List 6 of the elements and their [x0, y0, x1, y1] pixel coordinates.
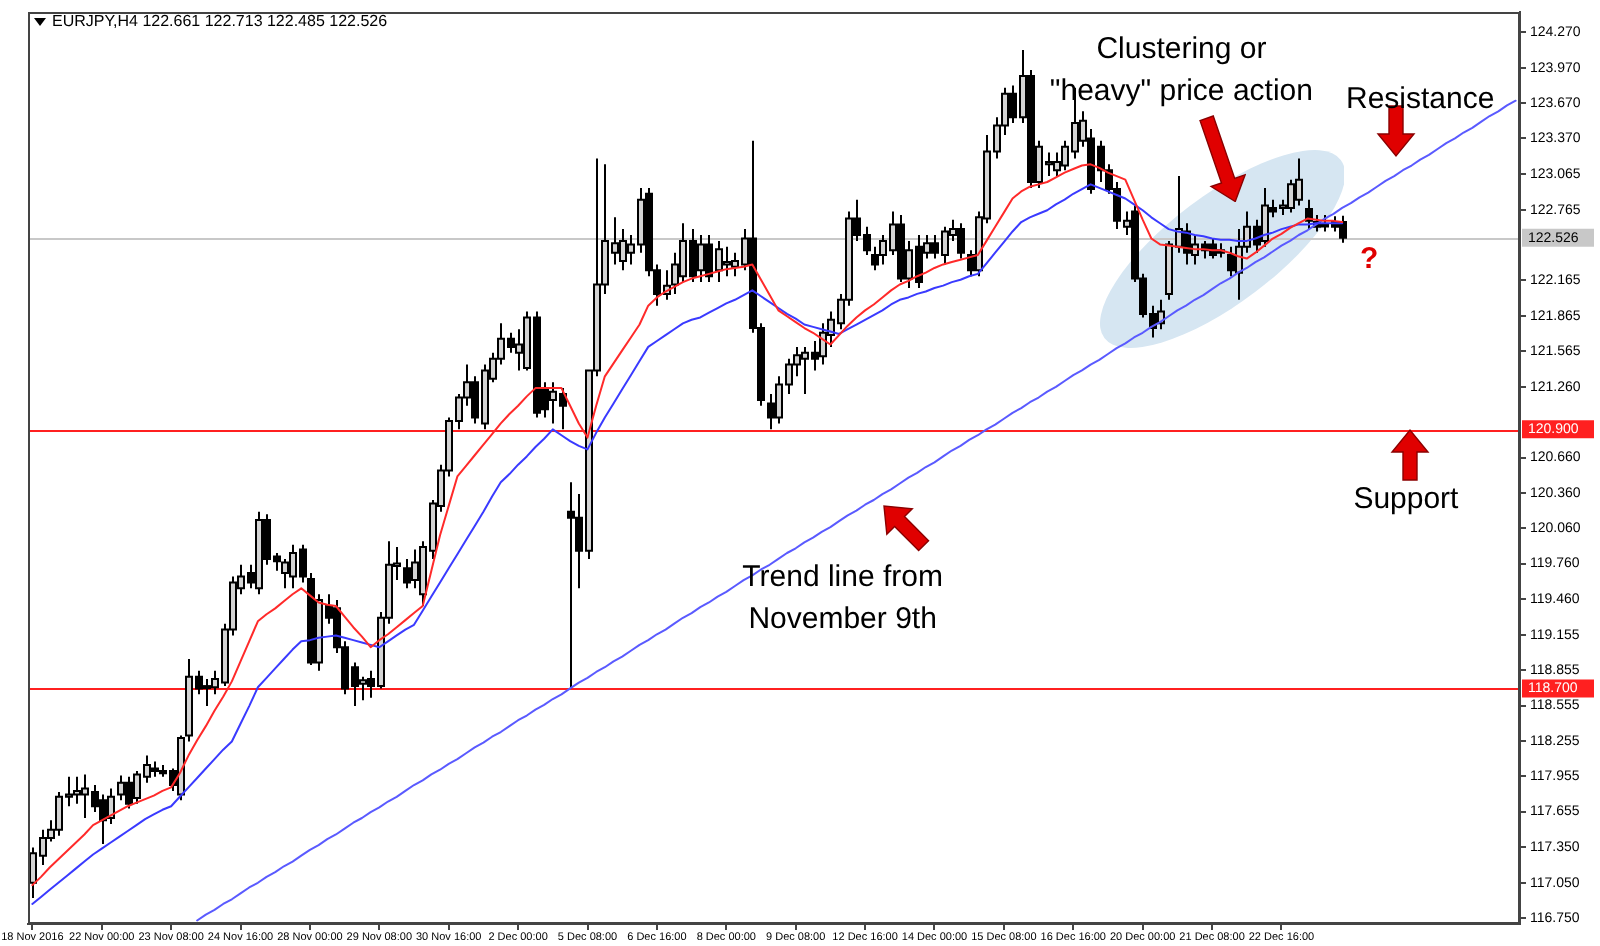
annotation: Resistance: [1344, 79, 1497, 120]
annotation: Clustering or "heavy" price action: [1047, 30, 1315, 113]
chart-title: EURJPY,H4 122.661 122.713 122.485 122.526: [52, 12, 388, 32]
annotation: Support: [1351, 479, 1461, 520]
annotation: ?: [1358, 240, 1381, 281]
annotation: Trend line from November 9th: [740, 558, 945, 641]
